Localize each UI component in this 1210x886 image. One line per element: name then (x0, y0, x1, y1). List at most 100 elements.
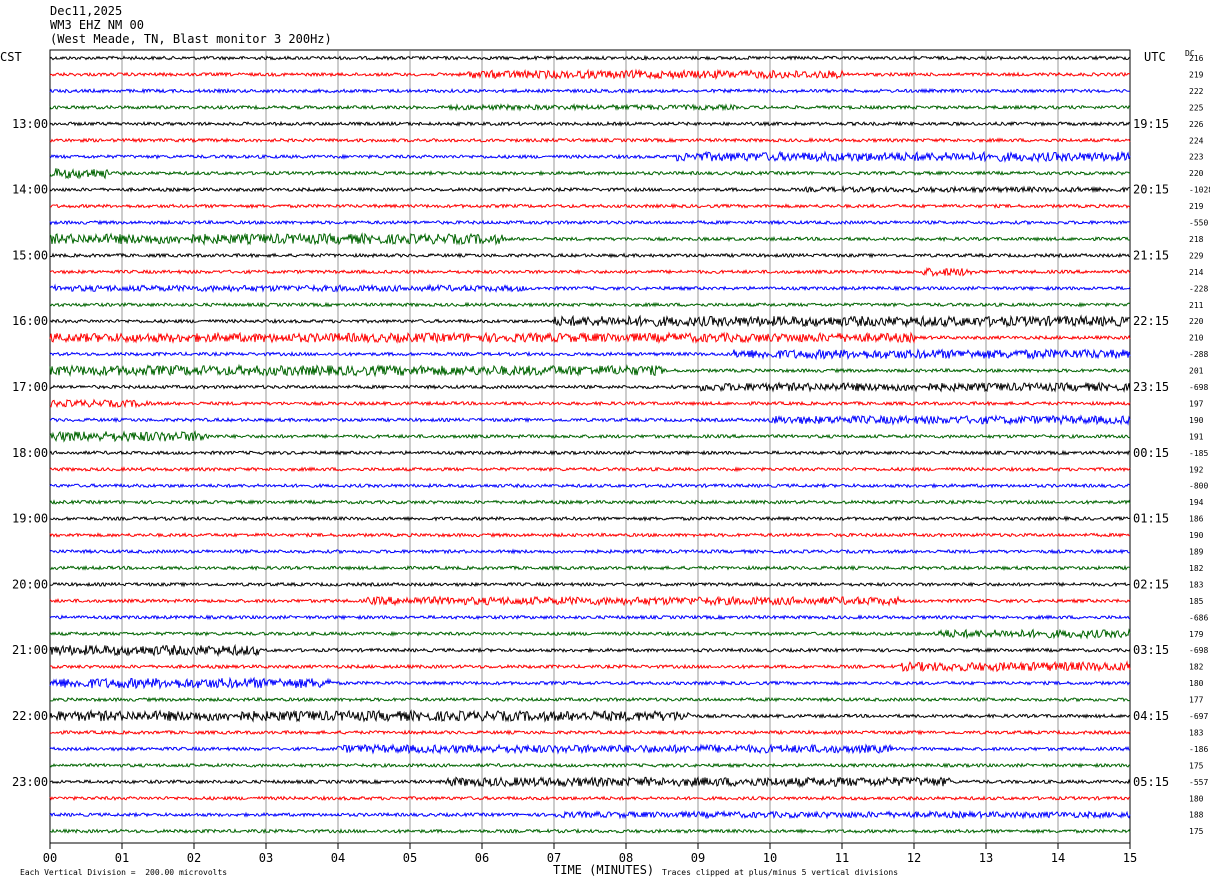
trace-line (49, 331, 1131, 345)
trace-line (49, 828, 1131, 835)
trace-line (49, 430, 1131, 443)
x-tick-label: 09 (691, 851, 705, 865)
x-tick-label: 00 (43, 851, 57, 865)
dc-offset-label: 186 (1189, 515, 1204, 524)
trace-line (49, 776, 1131, 789)
trace-line (49, 363, 1131, 378)
trace-line (49, 809, 1131, 820)
x-tick-label: 04 (331, 851, 345, 865)
right-hour-label: 03:15 (1133, 643, 1169, 657)
left-hour-label: 14:00 (12, 183, 48, 197)
x-tick-label: 10 (763, 851, 777, 865)
trace-line (49, 729, 1131, 736)
dc-offset-label: 210 (1189, 334, 1204, 343)
dc-offset-label: 182 (1189, 564, 1204, 573)
dc-offset-label: -557 (1189, 778, 1208, 787)
dc-offset-label: 220 (1189, 169, 1204, 178)
dc-offset-label: 180 (1189, 794, 1204, 803)
vertical-division-note: Each Vertical Division = 200.00 microvol… (20, 868, 228, 877)
dc-offset-label: 180 (1189, 679, 1204, 688)
right-hour-label: 23:15 (1133, 380, 1169, 394)
dc-offset-label: 175 (1189, 761, 1204, 770)
trace-line (49, 696, 1131, 703)
trace-line (49, 381, 1131, 393)
trace-line (49, 185, 1130, 194)
dc-offset-label: 175 (1189, 827, 1204, 836)
dc-offset-label: 224 (1189, 136, 1204, 145)
left-hour-label: 13:00 (12, 117, 48, 131)
x-tick-label: 07 (547, 851, 561, 865)
left-hour-label: 21:00 (12, 643, 48, 657)
dc-offset-label: 211 (1189, 301, 1204, 310)
dc-offset-label: 222 (1189, 87, 1204, 96)
trace-line (49, 398, 1131, 409)
trace-line (49, 515, 1131, 522)
x-tick-label: 11 (835, 851, 849, 865)
trace-line (49, 614, 1131, 621)
trace-line (49, 120, 1131, 127)
trace-line (49, 660, 1131, 673)
x-tick-label: 06 (475, 851, 489, 865)
trace-line (49, 202, 1131, 210)
dc-offset-label: 192 (1189, 465, 1204, 474)
trace-line (49, 168, 1131, 180)
dc-offset-label: 219 (1189, 202, 1204, 211)
trace-line (49, 449, 1131, 456)
dc-offset-label: 226 (1189, 120, 1204, 129)
trace-line (49, 628, 1131, 640)
dc-offset-label: 188 (1189, 811, 1204, 820)
dc-offset-label: 201 (1189, 367, 1204, 376)
x-tick-label: 08 (619, 851, 633, 865)
trace-line (49, 54, 1131, 62)
dc-offset-label: 220 (1189, 317, 1204, 326)
left-hour-label: 18:00 (12, 446, 48, 460)
dc-offset-label: -686 (1189, 613, 1208, 622)
dc-offset-label: -698 (1189, 383, 1208, 392)
dc-offset-label: 179 (1189, 630, 1204, 639)
trace-line (49, 219, 1131, 226)
trace-line (49, 68, 1131, 81)
trace-line (49, 283, 1131, 294)
trace-line (49, 595, 1131, 607)
x-tick-label: 01 (115, 851, 129, 865)
right-hour-label: 00:15 (1133, 446, 1169, 460)
dc-offset-label: 177 (1189, 696, 1204, 705)
trace-line (49, 414, 1131, 426)
dc-offset-label: 182 (1189, 663, 1204, 672)
dc-offset-label: 194 (1189, 498, 1204, 507)
dc-offset-label: 189 (1189, 548, 1204, 557)
dc-offset-label: 190 (1189, 531, 1204, 540)
right-hour-label: 20:15 (1133, 183, 1169, 197)
dc-offset-label: 191 (1189, 432, 1204, 441)
dc-offset-label: -550 (1189, 219, 1208, 228)
left-hour-label: 20:00 (12, 577, 48, 591)
trace-line (49, 499, 1131, 506)
trace-line (49, 150, 1131, 164)
x-tick-label: 13 (979, 851, 993, 865)
trace-line (49, 548, 1130, 555)
dc-offset-label: 229 (1189, 251, 1204, 260)
trace-line (49, 267, 1131, 278)
x-tick-label: 14 (1051, 851, 1065, 865)
dc-offset-label: 219 (1189, 70, 1204, 79)
dc-offset-label: -185 (1189, 449, 1208, 458)
dc-offset-label: 197 (1189, 399, 1204, 408)
dc-offset-label: -288 (1189, 350, 1208, 359)
right-hour-label: 21:15 (1133, 248, 1169, 262)
right-timezone-label: UTC (1144, 50, 1166, 64)
trace-line (49, 232, 1131, 246)
trace-line (49, 482, 1131, 489)
trace-line (49, 314, 1131, 328)
trace-line (49, 564, 1131, 572)
x-axis-title: TIME (MINUTES) (553, 863, 655, 877)
trace-line (49, 676, 1131, 690)
trace-line (49, 466, 1131, 473)
dc-offset-label: 216 (1189, 54, 1204, 63)
left-timezone-label: CST (0, 50, 22, 64)
trace-line (49, 87, 1131, 95)
right-hour-label: 02:15 (1133, 577, 1169, 591)
x-tick-label: 03 (259, 851, 273, 865)
trace-line (49, 709, 1131, 723)
left-hour-label: 16:00 (12, 314, 48, 328)
